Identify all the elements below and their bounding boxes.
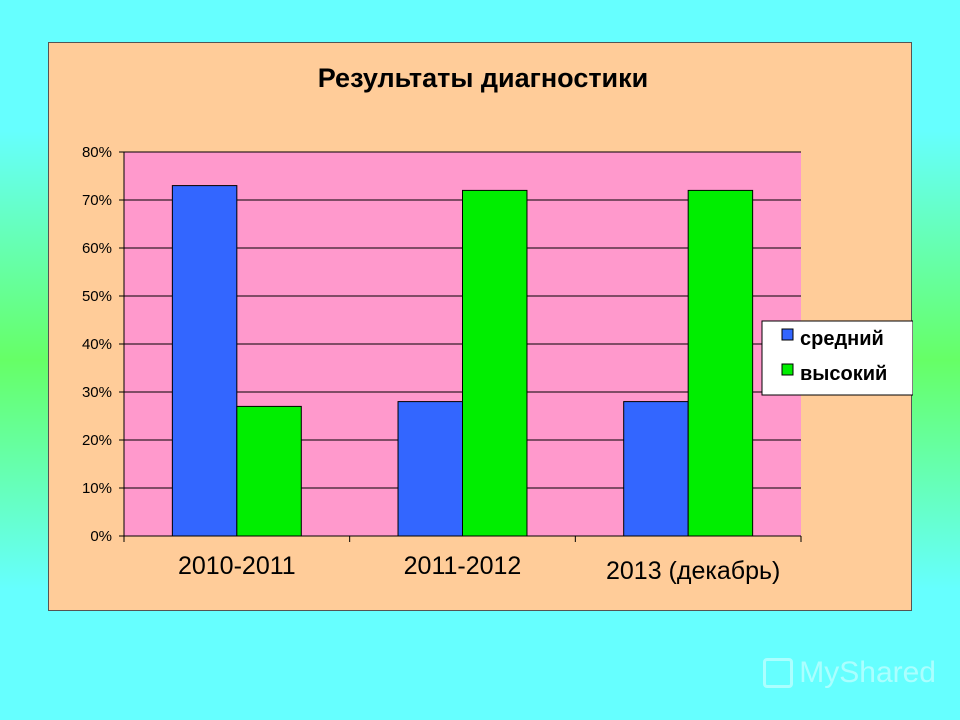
bar-chart: Результаты диагностики 0% 10% 20% 30% 40% 50%… [82,63,913,585]
bar-high [462,189,528,537]
chart-panel: Результаты диагностики 0% 10% 20% 30% 40% 50%… [48,42,913,611]
bar-high [236,405,302,537]
y-tick-label: 50% [82,288,112,305]
y-tick-label: 40% [82,336,112,353]
legend: средний высокий [761,320,913,396]
bar-medium [623,401,689,537]
x-category-label: 2010-2011 [178,552,296,580]
legend-swatch [781,328,794,341]
chart-title: Результаты диагностики [318,63,649,93]
watermark: MyShared [763,656,936,690]
y-tick-label: 0% [90,528,112,545]
y-tick-label: 60% [82,240,112,257]
y-tick-label: 80% [82,144,112,161]
y-tick-label: 20% [82,432,112,449]
myshared-logo-icon [763,658,794,688]
bar-high [687,189,754,537]
bar-medium [397,401,464,537]
legend-label: высокий [800,363,887,385]
y-tick-label: 30% [82,384,112,401]
bar-medium [171,185,238,537]
watermark-text: MyShared [799,656,936,689]
x-category-label: 2013 (декабрь) [606,557,780,585]
legend-swatch [781,363,794,376]
legend-label: средний [800,328,884,350]
y-tick-label: 70% [82,192,112,209]
y-tick-label: 10% [82,480,112,497]
x-category-label: 2011-2012 [404,552,522,580]
